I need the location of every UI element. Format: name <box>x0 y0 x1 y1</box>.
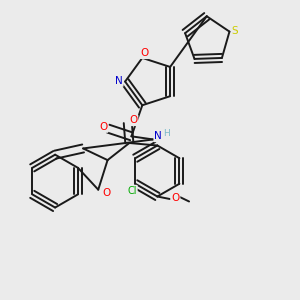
Text: S: S <box>232 26 238 36</box>
Text: Cl: Cl <box>128 186 137 196</box>
Text: N: N <box>154 131 162 141</box>
Text: O: O <box>102 188 110 198</box>
Text: O: O <box>141 48 149 58</box>
Text: H: H <box>163 129 170 138</box>
Text: O: O <box>129 115 137 125</box>
Text: N: N <box>115 76 123 86</box>
Text: O: O <box>99 122 108 132</box>
Text: O: O <box>171 193 179 203</box>
